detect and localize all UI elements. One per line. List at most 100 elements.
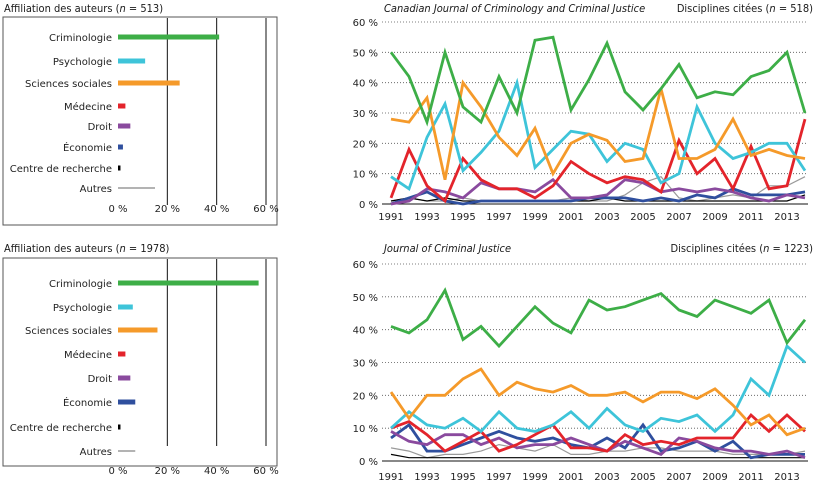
bar-cyan	[118, 304, 133, 310]
series-line-navy	[390, 422, 805, 460]
bottom-right-journal: Journal of Criminal Justice	[384, 242, 512, 255]
x-tick-label: 2013	[774, 212, 799, 223]
category-label: Sciences sociales	[25, 79, 112, 90]
x-tick-label: 1995	[450, 472, 475, 483]
series-line-black	[390, 453, 805, 459]
category-label: Médecine	[64, 101, 112, 113]
category-label: Sciences sociales	[25, 326, 112, 337]
category-label: Économie	[63, 141, 112, 154]
series-line-orange	[389, 367, 806, 437]
x-tick-label: 2011	[738, 472, 763, 483]
series-line-black	[390, 194, 806, 202]
x-tick-label: 20 %	[155, 466, 180, 477]
x-tick-label: 2001	[558, 472, 583, 483]
bar-cyan	[118, 58, 146, 64]
x-tick-label: 1993	[414, 472, 439, 483]
bar-orange	[118, 80, 180, 86]
x-tick-label: 1995	[450, 212, 475, 223]
x-tick-label: 2003	[594, 212, 619, 223]
category-label: Droit	[88, 374, 112, 385]
bar-navy	[118, 144, 123, 150]
x-tick-label: 2005	[630, 472, 655, 483]
category-label: Autres	[80, 184, 112, 195]
category-label: Centre de recherche	[10, 164, 112, 175]
bar-black	[118, 424, 121, 430]
x-tick-label: 40 %	[204, 466, 229, 477]
x-tick-label: 1997	[486, 472, 511, 483]
x-tick-label: 60 %	[253, 204, 278, 215]
x-tick-label: 1999	[522, 472, 547, 483]
bar-panel-1: 0 % 20 % 40 % 60 % Criminologie Psychologie Sc…	[2, 16, 279, 226]
x-tick-label: 2013	[774, 472, 799, 483]
x-tick-label: 0 %	[108, 204, 127, 215]
bar-orange	[118, 327, 158, 333]
series-line-cyan	[390, 77, 807, 191]
x-tick-label: 1999	[522, 212, 547, 223]
series-line-gray	[390, 443, 806, 459]
y-tick-label: 20 %	[353, 391, 378, 402]
bar-red	[118, 351, 126, 357]
category-label: Droit	[88, 122, 112, 133]
y-tick-label: 50 %	[353, 293, 378, 304]
y-tick-label: 50 %	[353, 48, 378, 59]
bar-gray	[118, 450, 136, 452]
series-line-red	[389, 118, 807, 204]
x-tick-label: 2003	[594, 472, 619, 483]
category-label: Criminologie	[49, 33, 112, 44]
series-line-red	[390, 412, 806, 453]
bar-green	[118, 34, 220, 40]
bar-purple	[118, 123, 131, 129]
panel-frame	[2, 16, 278, 226]
line-panel-1: 0 % 10 % 20 % 30 % 40 % 50 % 60 % 1991 1993 1995 1…	[353, 18, 808, 223]
bottom-left-title: Affiliation des auteurs (n = 1978)	[4, 242, 170, 255]
bar-black	[118, 165, 121, 171]
x-tick-label: 1991	[378, 472, 403, 483]
x-tick-label: 60 %	[253, 466, 278, 477]
bar-gray	[118, 187, 155, 189]
line-panel-2: 0 % 10 % 20 % 30 % 40 % 50 % 60 % 1991 1993 1995 1…	[353, 260, 808, 483]
series-line-navy	[390, 187, 806, 206]
y-tick-label: 0 %	[359, 200, 378, 211]
bar-red	[118, 103, 126, 109]
y-tick-label: 30 %	[353, 359, 378, 370]
y-tick-label: 60 %	[353, 18, 378, 29]
panel-frame	[2, 257, 278, 467]
x-tick-label: 2011	[738, 212, 763, 223]
x-tick-label: 20 %	[155, 204, 180, 215]
y-tick-label: 10 %	[353, 170, 378, 181]
category-label: Centre de recherche	[10, 423, 112, 434]
category-label: Psychologie	[53, 303, 112, 314]
x-tick-label: 0 %	[108, 466, 127, 477]
bar-panel-2: 0 % 20 % 40 % 60 % Criminologie Psychologie Sc…	[2, 257, 279, 477]
y-tick-label: 10 %	[353, 424, 378, 435]
category-label: Criminologie	[49, 279, 112, 290]
series-line-green	[390, 287, 807, 349]
bottom-right-subtitle: Disciplines citées (n = 1223)	[670, 242, 813, 255]
top-left-title: Affiliation des auteurs (n = 513)	[4, 2, 164, 15]
y-tick-label: 30 %	[353, 109, 378, 120]
x-tick-label: 2007	[666, 212, 691, 223]
x-tick-label: 2009	[702, 212, 727, 223]
y-tick-label: 60 %	[353, 260, 378, 271]
bar-green	[118, 280, 259, 286]
category-label: Médecine	[64, 349, 112, 361]
bar-navy	[118, 399, 136, 405]
x-tick-label: 1997	[486, 212, 511, 223]
y-tick-label: 40 %	[353, 326, 378, 337]
bar-purple	[118, 375, 131, 381]
x-tick-label: 40 %	[204, 204, 229, 215]
x-tick-label: 2009	[702, 472, 727, 483]
category-label: Économie	[63, 396, 112, 409]
x-tick-label: 2001	[558, 212, 583, 223]
x-tick-label: 1991	[378, 212, 403, 223]
series-line-purple	[390, 177, 806, 206]
top-right-subtitle: Disciplines citées (n = 518)	[676, 2, 813, 15]
category-label: Psychologie	[53, 57, 112, 68]
y-tick-label: 0 %	[359, 457, 378, 468]
top-right-journal: Canadian Journal of Criminology and Crim…	[384, 2, 646, 15]
series-line-green	[389, 35, 807, 127]
y-tick-label: 40 %	[353, 79, 378, 90]
y-tick-label: 20 %	[353, 139, 378, 150]
category-label: Autres	[80, 447, 112, 458]
